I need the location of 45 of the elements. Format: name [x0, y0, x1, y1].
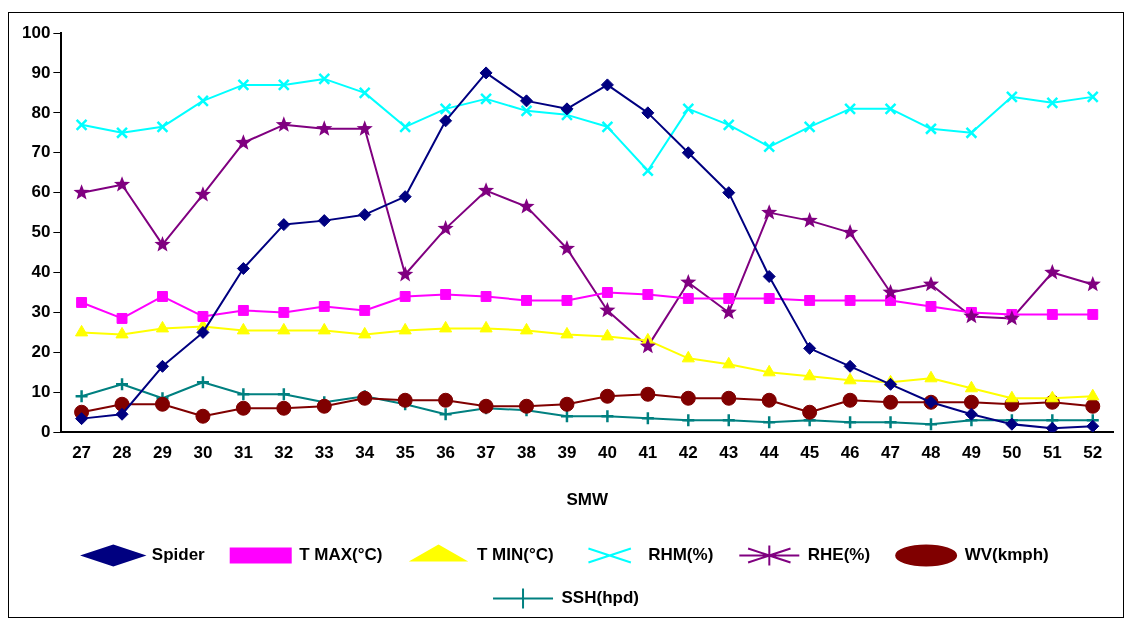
y-tick-label: 50 — [31, 222, 51, 242]
x-tick-label: 45 — [800, 443, 820, 463]
x-tick-label: 42 — [678, 443, 698, 463]
x-tick-label: 35 — [395, 443, 415, 463]
y-tick-label: 90 — [31, 62, 51, 82]
x-tick-label: 52 — [1083, 443, 1103, 463]
y-tick-label: 0 — [40, 421, 51, 441]
x-tick-label: 47 — [881, 443, 900, 463]
y-tick-label: 20 — [31, 342, 51, 362]
x-tick-label: 50 — [1002, 443, 1022, 463]
x-tick-label: 38 — [517, 443, 536, 463]
x-tick-label: 48 — [921, 443, 941, 463]
x-tick-label: 32 — [274, 443, 294, 463]
x-tick-label: 40 — [597, 443, 617, 463]
legend-label: SSH(hpd) — [561, 588, 639, 608]
y-tick-label: 40 — [31, 262, 51, 282]
x-tick-label: 43 — [719, 443, 739, 463]
x-tick-label: 33 — [314, 443, 334, 463]
y-tick-label: 70 — [31, 142, 51, 162]
x-tick-label: 29 — [153, 443, 172, 463]
legend-label: WV(kmph) — [964, 545, 1049, 565]
legend-label: T MIN(°C) — [476, 545, 554, 565]
x-tick-label: 30 — [193, 443, 213, 463]
x-tick-label: 27 — [72, 443, 92, 463]
x-axis-title: SMW — [566, 490, 609, 510]
y-tick-label: 30 — [31, 302, 51, 322]
x-tick-label: 49 — [961, 443, 981, 463]
x-tick-label: 34 — [355, 443, 375, 463]
legend-label: RHM(%) — [648, 545, 714, 565]
x-tick-label: 28 — [112, 443, 132, 463]
x-tick-label: 39 — [557, 443, 577, 463]
x-tick-label: 37 — [476, 443, 496, 463]
y-tick-label: 10 — [31, 381, 51, 401]
x-tick-label: 46 — [840, 443, 860, 463]
y-tick-label: 100 — [21, 22, 51, 42]
legend-label: RHE(%) — [807, 545, 871, 565]
x-tick-label: 41 — [638, 443, 658, 463]
y-tick-label: 80 — [31, 102, 51, 122]
y-tick-label: 60 — [31, 182, 51, 202]
x-tick-label: 44 — [759, 443, 780, 463]
x-tick-label: 36 — [436, 443, 456, 463]
x-tick-label: 51 — [1042, 443, 1062, 463]
legend-label: T MAX(°C) — [299, 545, 383, 565]
legend-label: Spider — [151, 545, 206, 565]
x-tick-label: 31 — [233, 443, 253, 463]
